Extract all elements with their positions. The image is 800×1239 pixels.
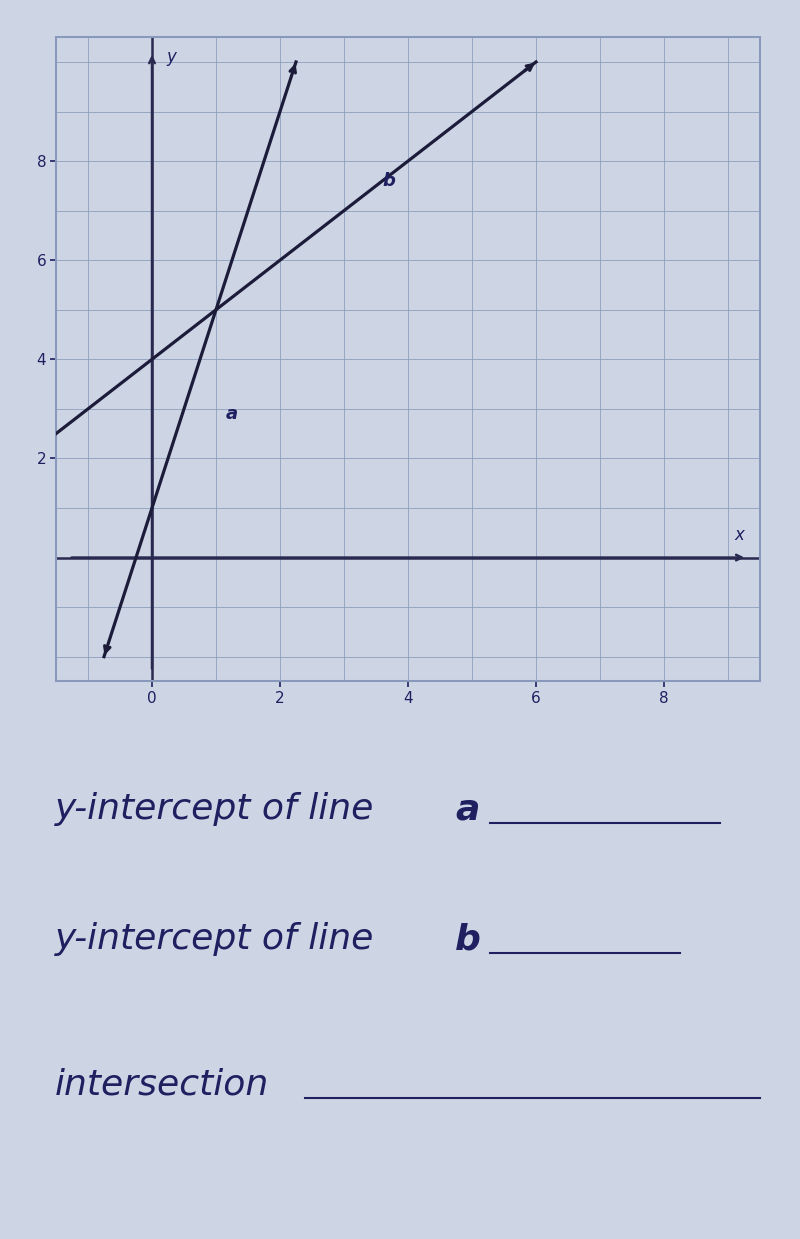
Text: a: a	[226, 405, 238, 422]
Text: b: b	[455, 922, 481, 957]
Text: x: x	[734, 527, 744, 544]
Text: y: y	[166, 48, 176, 66]
Text: b: b	[382, 172, 395, 190]
Text: a: a	[455, 792, 479, 826]
Text: y-intercept of line: y-intercept of line	[55, 792, 386, 826]
Text: intersection: intersection	[55, 1067, 270, 1101]
Text: y-intercept of line: y-intercept of line	[55, 922, 386, 957]
